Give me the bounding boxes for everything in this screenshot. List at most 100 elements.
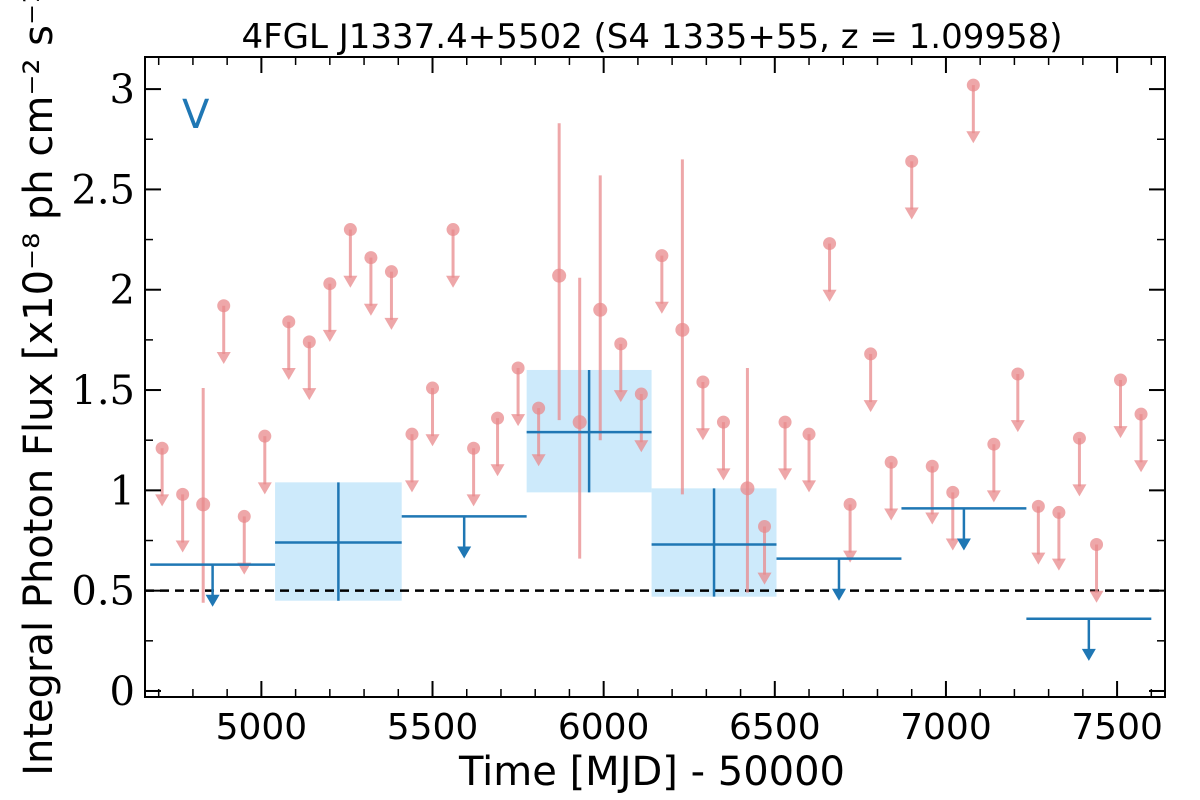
- short-bin-upper-limit-arrowhead: [1031, 552, 1046, 565]
- short-bin-upper-limit-point: [426, 381, 440, 395]
- short-bin-upper-limit-arrowhead: [404, 480, 419, 493]
- long-bin-upper-limit-arrowhead: [831, 588, 846, 601]
- chart-title: 4FGL J1337.4+5502 (S4 1335+55, z = 1.099…: [241, 17, 1062, 57]
- short-bin-upper-limit-arrowhead: [466, 494, 481, 507]
- short-bin-upper-limit-point: [1134, 407, 1148, 421]
- x-axis-label: Time [MJD] - 50000: [458, 749, 845, 795]
- short-bin-upper-limit-point: [1072, 431, 1086, 445]
- long-bin-upper-limit-arrowhead: [205, 594, 220, 607]
- short-bin-upper-limit-point: [217, 299, 231, 313]
- short-bin-upper-limit-point: [758, 519, 772, 533]
- short-bin-point: [572, 415, 587, 430]
- short-bin-upper-limit-arrowhead: [216, 351, 231, 364]
- short-bin-upper-limit-arrowhead: [1134, 460, 1149, 473]
- short-bin-upper-limit-point: [446, 223, 460, 237]
- short-bin-upper-limit-point: [966, 78, 980, 92]
- short-bin-upper-limit-point: [634, 387, 648, 401]
- short-bin-upper-limit-point: [364, 251, 378, 265]
- short-bin-upper-limit-point: [405, 427, 419, 441]
- short-bin-upper-limit-point: [323, 277, 337, 291]
- short-bin-upper-limit-arrowhead: [802, 480, 817, 493]
- short-bin-upper-limit-arrowhead: [843, 550, 858, 563]
- short-bin-upper-limit-arrowhead: [155, 494, 170, 507]
- short-bin-upper-limit-point: [987, 437, 1001, 451]
- short-bin-upper-limit-arrowhead: [425, 434, 440, 447]
- short-bin-upper-limit-point: [384, 265, 398, 279]
- short-bin-upper-limit-point: [864, 347, 878, 361]
- short-bin-upper-limit-point: [946, 485, 960, 499]
- short-bin-upper-limit-arrowhead: [363, 303, 378, 316]
- x-tick-label: 5000: [216, 707, 308, 748]
- x-tick-label: 5500: [387, 707, 479, 748]
- short-bin-upper-limit-point: [1052, 505, 1066, 519]
- short-bin-point: [552, 268, 567, 283]
- short-bin-upper-limit-point: [716, 415, 730, 429]
- plot-frame: [144, 56, 1166, 698]
- short-bin-upper-limit-point: [467, 441, 481, 455]
- short-bin-point: [196, 497, 211, 512]
- y-tick-label: 2.5: [71, 167, 135, 213]
- x-tick-label: 6000: [558, 707, 650, 748]
- short-bin-upper-limit-point: [614, 337, 628, 351]
- short-bin-upper-limit-point: [302, 335, 316, 349]
- short-bin-upper-limit-point: [155, 441, 169, 455]
- long-bin-upper-limit-arrowhead: [1081, 648, 1096, 661]
- short-bin-upper-limit-point: [802, 427, 816, 441]
- short-bin-upper-limit-point: [905, 154, 919, 168]
- short-bin-upper-limit-arrowhead: [925, 512, 940, 525]
- short-bin-upper-limit-arrowhead: [986, 490, 1001, 503]
- short-bin-upper-limit-arrowhead: [695, 428, 710, 441]
- short-bin-upper-limit-arrowhead: [613, 390, 628, 403]
- y-tick-label: 0: [110, 669, 135, 715]
- short-bin-upper-limit-arrowhead: [384, 317, 399, 330]
- long-bin-upper-limit-arrowhead: [457, 546, 472, 559]
- short-bin-upper-limit-point: [1090, 538, 1104, 552]
- plot-area: 5000 5500 6000 6500 7000 7500 0 0.5 1 1.5 2 2.5 3: [71, 56, 1166, 748]
- short-bin-upper-limit-point: [532, 401, 546, 415]
- long-bin-upper-limit-arrowhead: [956, 538, 971, 551]
- short-bin-upper-limit-arrowhead: [257, 482, 272, 495]
- short-bin-upper-limit-arrowhead: [634, 440, 649, 453]
- short-bin-upper-limit-arrowhead: [1072, 484, 1087, 497]
- short-bin-upper-limit-point: [176, 487, 190, 501]
- short-bin-upper-limit-point: [258, 429, 272, 443]
- y-tick-label: 0.5: [71, 569, 135, 615]
- short-bin-upper-limit-point: [237, 509, 251, 523]
- short-bin-upper-limit-arrowhead: [511, 414, 526, 427]
- short-bin-upper-limit-arrowhead: [904, 207, 919, 220]
- short-bin-upper-limit-arrowhead: [1051, 558, 1066, 571]
- short-bin-upper-limit-arrowhead: [1089, 590, 1104, 603]
- y-tick-label: 2: [110, 268, 135, 314]
- short-bin-upper-limit-arrowhead: [778, 468, 793, 481]
- short-bin-upper-limit-arrowhead: [1113, 426, 1128, 439]
- short-bin-upper-limit-point: [696, 375, 710, 389]
- short-bin-upper-limit-arrowhead: [654, 301, 669, 314]
- short-bin-point: [675, 322, 690, 337]
- short-bin-upper-limit-arrowhead: [531, 454, 546, 467]
- x-tick-label: 7500: [1071, 707, 1163, 748]
- y-tick-label: 3: [110, 67, 135, 113]
- short-bin-upper-limit-point: [1011, 367, 1025, 381]
- short-bin-upper-limit-arrowhead: [302, 388, 317, 401]
- short-bin-point: [740, 481, 755, 496]
- short-bin-upper-limit-arrowhead: [1010, 420, 1025, 433]
- short-bin-upper-limit-arrowhead: [863, 400, 878, 413]
- short-bin-upper-limit-point: [884, 455, 898, 469]
- short-bin-upper-limit-arrowhead: [884, 508, 899, 521]
- short-bin-upper-limit-point: [1114, 373, 1128, 387]
- short-bin-upper-limit-arrowhead: [490, 464, 505, 477]
- short-bin-upper-limit-arrowhead: [175, 540, 190, 553]
- panel-label: V: [182, 92, 210, 138]
- short-bin-upper-limit-arrowhead: [446, 275, 461, 288]
- short-bin-upper-limit-point: [511, 361, 525, 375]
- short-bin-upper-limit-arrowhead: [322, 329, 337, 342]
- short-bin-upper-limit-arrowhead: [945, 538, 960, 551]
- short-bin-upper-limit-point: [925, 459, 939, 473]
- y-tick-label: 1: [110, 468, 135, 514]
- short-bin-upper-limit-point: [282, 315, 296, 329]
- short-bin-upper-limit-arrowhead: [343, 275, 358, 288]
- short-bin-upper-limit-arrowhead: [822, 289, 837, 302]
- short-bin-upper-limit-point: [778, 415, 792, 429]
- short-bin-upper-limit-point: [343, 223, 357, 237]
